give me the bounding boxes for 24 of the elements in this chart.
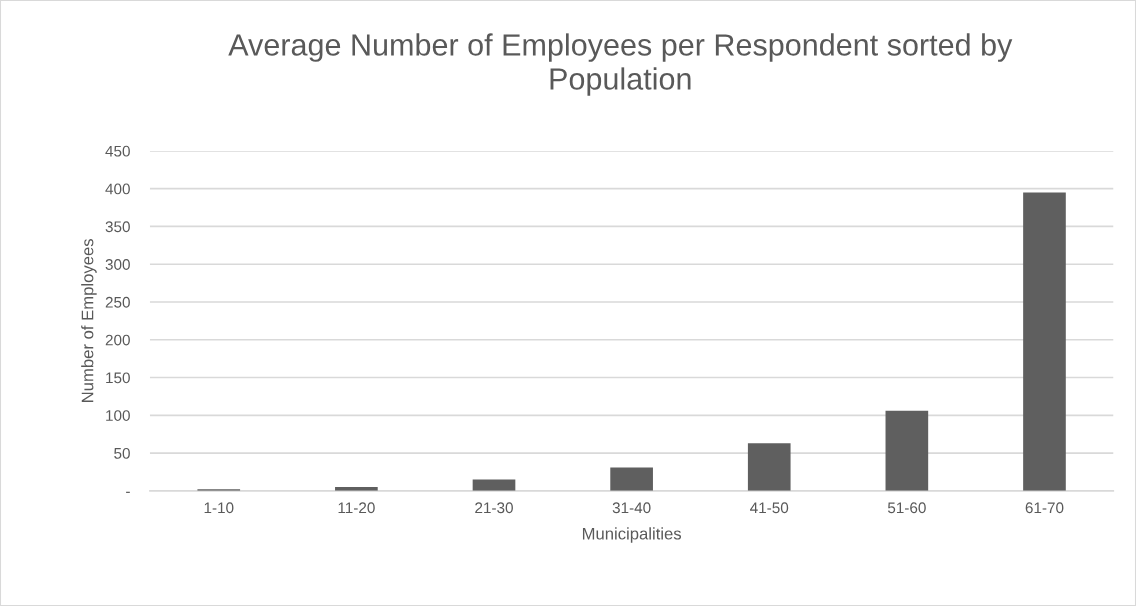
y-tick-label: 400 — [105, 183, 130, 195]
y-tick-label: 450 — [105, 145, 130, 157]
bar — [885, 410, 929, 491]
y-tick-label: 100 — [106, 410, 130, 421]
x-tick-label: 21-30 — [475, 502, 513, 514]
x-tick-label: 11-20 — [338, 502, 375, 514]
y-tick-label: - — [126, 491, 130, 493]
x-tick-label: 31-40 — [612, 502, 651, 514]
y-axis-title: Number of Employees — [81, 239, 97, 402]
bar — [610, 467, 653, 491]
x-tick-label: 1-10 — [204, 502, 234, 514]
chart-title: Average Number of Employees per Respondent sorted by Population — [228, 33, 1013, 96]
x-axis-title: Municipalities — [582, 527, 682, 543]
x-tick-label: 61-70 — [1025, 502, 1064, 514]
y-tick-label: 250 — [105, 296, 130, 308]
y-tick-label: 50 — [114, 447, 130, 459]
y-tick-label: 300 — [105, 259, 130, 270]
bar — [747, 443, 791, 491]
bar — [1023, 192, 1066, 491]
y-tick-label: 150 — [106, 372, 130, 384]
y-tick-label: 350 — [105, 221, 130, 233]
x-tick-label: 41-50 — [750, 502, 789, 514]
x-tick-label: 51-60 — [887, 502, 926, 514]
y-tick-label: 200 — [105, 334, 130, 346]
